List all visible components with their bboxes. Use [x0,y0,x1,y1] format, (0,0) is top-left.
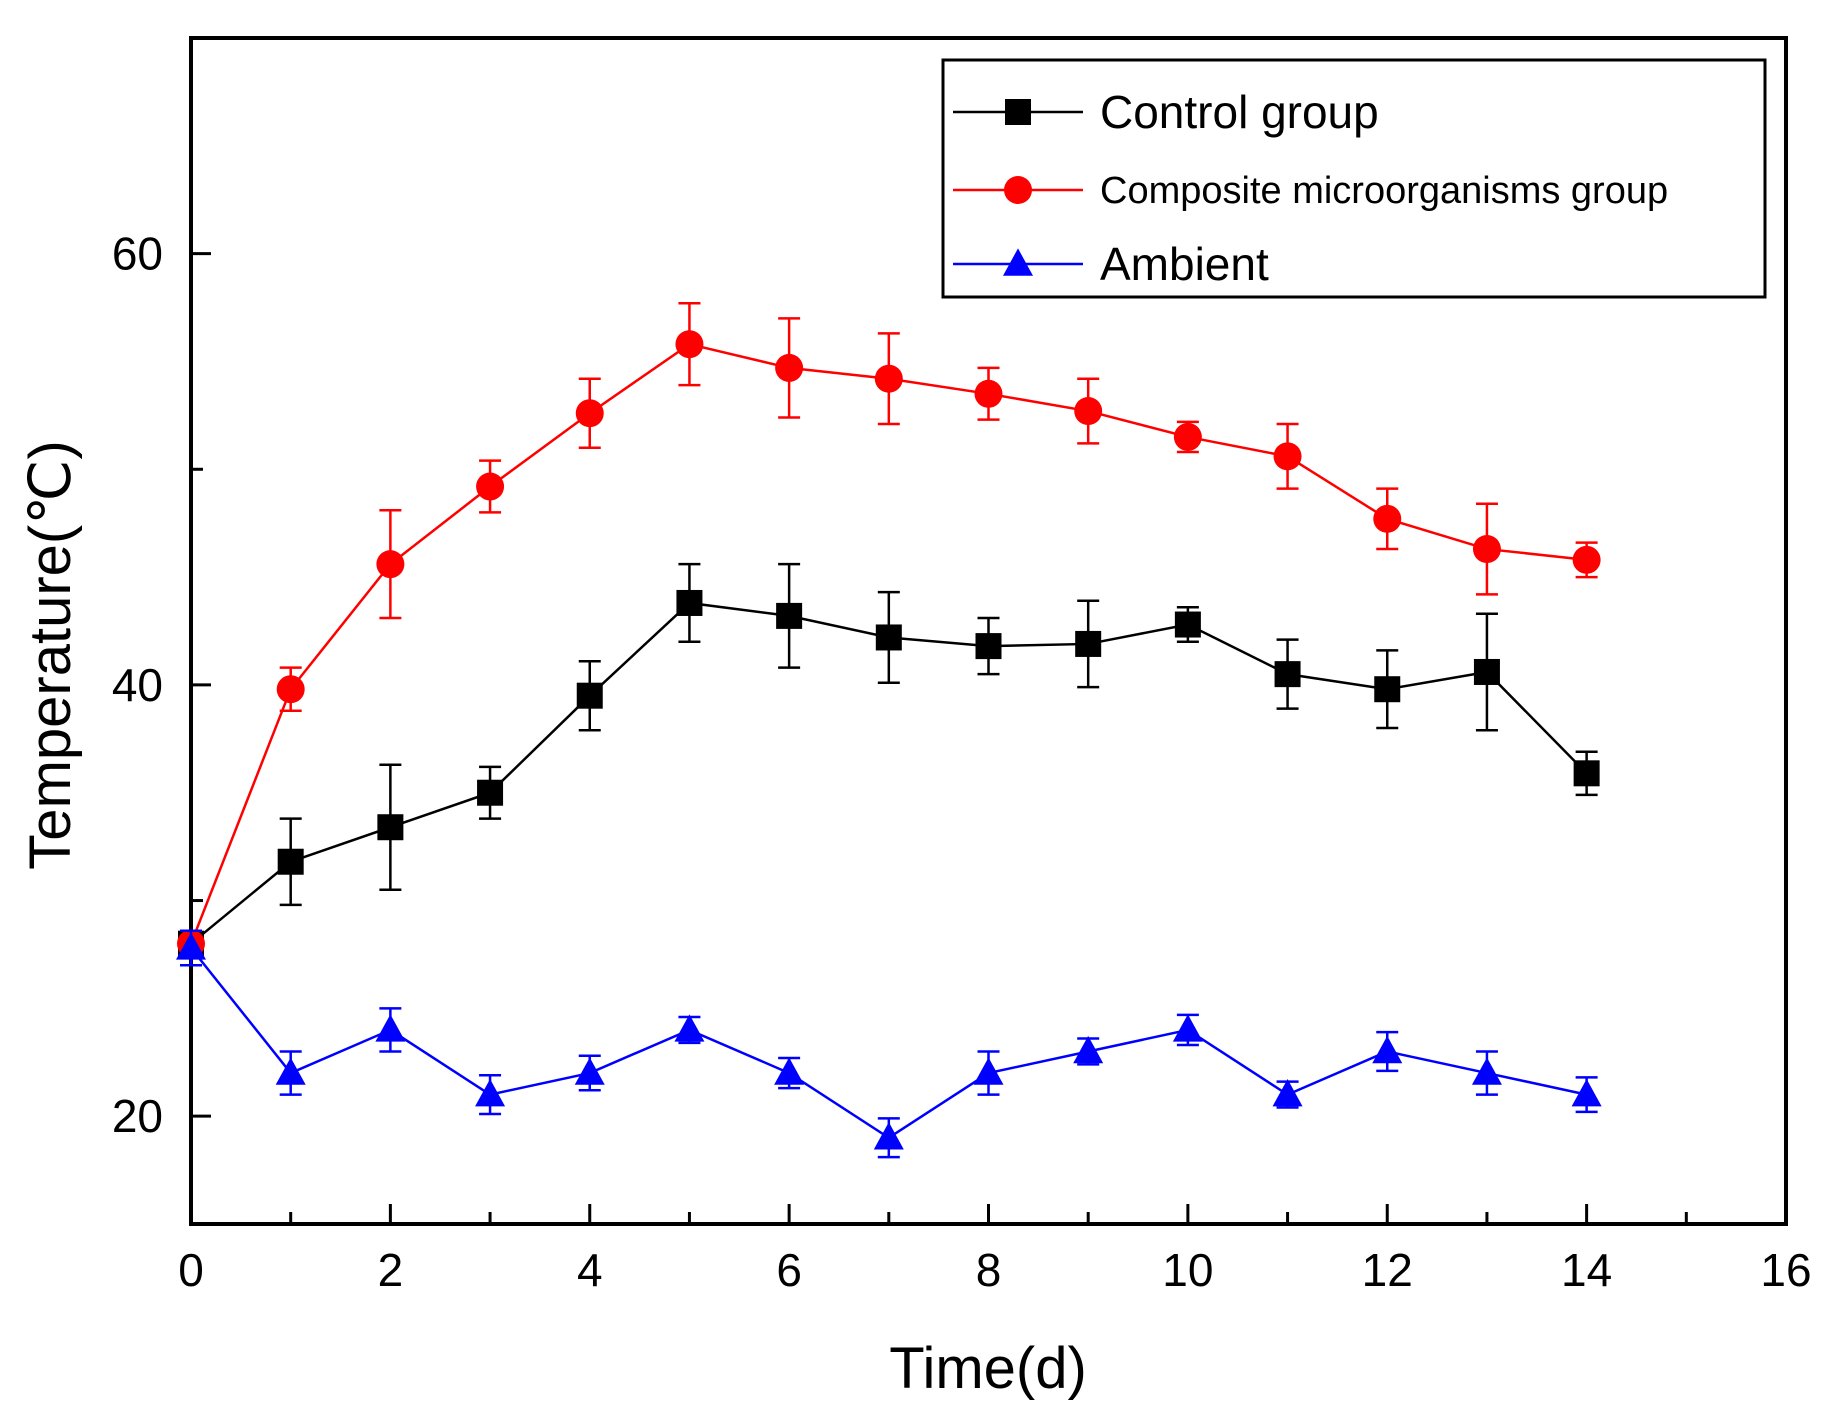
legend-entry-2: Composite microorganisms group [953,170,1668,212]
data-point [873,1122,904,1150]
data-point [1472,535,1501,564]
x-tick-label: 6 [776,1244,802,1296]
data-point [277,848,304,875]
data-point [1274,661,1301,688]
legend-entry-3: Ambient [953,238,1269,290]
data-point [974,379,1003,408]
data-point [1074,397,1103,426]
data-point [1073,1035,1104,1064]
data-point [1571,1079,1602,1107]
x-axis-ticks: 0 2 4 6 8 10 12 14 16 [178,1204,1812,1296]
data-point [575,399,604,428]
data-point [1471,1057,1502,1085]
y-axis-ticks: 20 40 60 [112,228,211,1142]
data-point [275,1057,306,1085]
data-point [477,779,504,806]
data-point [1473,658,1500,685]
x-tick-label: 10 [1162,1244,1213,1296]
y-axis-title: Temperature(℃) [18,440,83,869]
data-point [775,353,804,382]
x-tick-label: 8 [976,1244,1002,1296]
legend-label: Ambient [1100,238,1269,290]
data-point [975,633,1002,660]
legend-entry-1: Control group [953,86,1379,138]
x-tick-label: 4 [577,1244,603,1296]
data-point [676,589,703,616]
x-tick-label: 16 [1760,1244,1811,1296]
data-point [675,330,704,359]
legend-label: Composite microorganisms group [1100,170,1668,212]
legend-marker [1005,99,1031,125]
data-point [973,1057,1004,1085]
x-tick-label: 2 [378,1244,404,1296]
series-layer [176,301,1602,1159]
data-point [276,675,305,704]
y-tick-label: 60 [112,228,163,280]
data-point [376,550,405,579]
legend-box [941,58,1767,299]
data-point [774,1057,805,1085]
data-point [1272,1079,1303,1107]
data-point [1172,1014,1203,1042]
legend-marker [1003,248,1033,276]
data-point [1075,630,1102,657]
data-point [574,1057,605,1085]
legend-marker [1004,176,1032,204]
data-point [1572,545,1601,574]
data-point [874,364,903,393]
data-point [1573,760,1600,787]
series-line [190,947,1587,1140]
data-point [776,602,803,629]
y-tick-label: 20 [112,1090,163,1142]
data-point [576,682,603,709]
legend-label: Control group [1100,86,1379,138]
data-point [1372,1035,1403,1064]
x-tick-label: 14 [1561,1244,1612,1296]
data-point [476,472,505,501]
data-point [176,932,206,960]
series-1 [178,562,1600,958]
x-tick-label: 12 [1362,1244,1413,1296]
data-point [674,1014,705,1042]
data-point [1373,504,1402,533]
data-point [377,814,404,841]
y-tick-label: 40 [112,659,163,711]
series-3 [176,929,1602,1159]
x-axis-title: Time(d) [889,1336,1087,1401]
data-point [1173,422,1202,451]
data-point [1273,442,1302,471]
x-tick-label: 0 [178,1244,204,1296]
legend: Control group Composite microorganisms gr… [941,58,1767,299]
data-point [375,1014,406,1042]
data-point [875,624,902,651]
data-point [1174,611,1201,638]
data-point [475,1079,506,1107]
data-point [1374,676,1401,703]
